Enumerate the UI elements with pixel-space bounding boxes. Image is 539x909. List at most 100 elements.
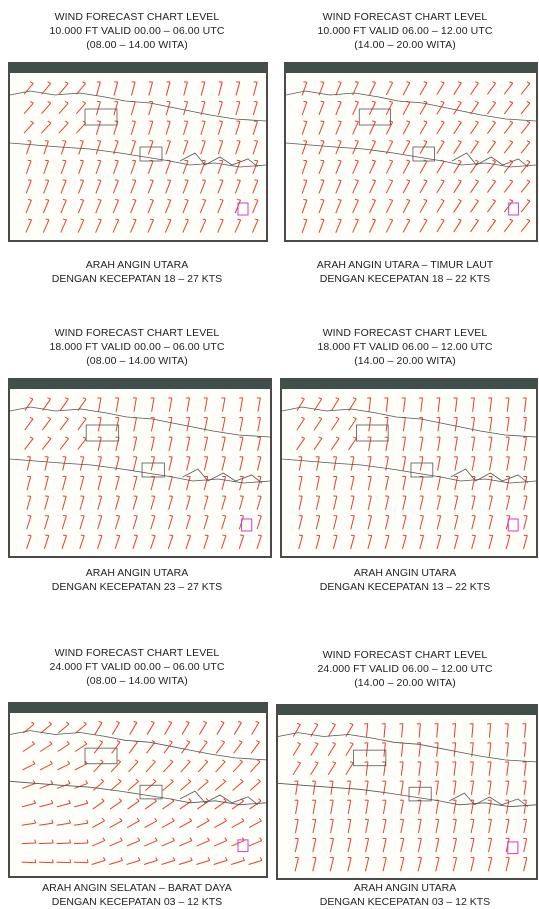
wind-barb [257, 417, 262, 432]
wind-barb [165, 81, 171, 96]
wind-barb [61, 515, 67, 530]
wind-barb [217, 140, 224, 155]
wind-barb [256, 535, 262, 549]
wind-barb [25, 219, 32, 233]
wind-barb [301, 140, 308, 155]
wind-barb [252, 199, 259, 214]
wind-barb [133, 417, 138, 432]
wind-barb [520, 141, 531, 154]
wind-barb [367, 515, 373, 530]
wind-barb [24, 438, 34, 450]
wind-barb [97, 437, 102, 452]
wind-barb [295, 780, 299, 795]
wind-barb [165, 121, 171, 135]
coastline [10, 90, 266, 122]
wind-barb-flag [171, 817, 175, 822]
wind-barb [333, 496, 338, 510]
wind-barb [182, 219, 189, 233]
wind-barb-flag [492, 140, 496, 143]
wind-barb-flag [509, 120, 513, 123]
wind-barb [250, 741, 260, 754]
wind-barb [347, 780, 352, 795]
wind-barb [145, 761, 156, 773]
wind-barb [436, 82, 445, 96]
wind-barb-flag [206, 817, 210, 822]
wind-barb [22, 763, 36, 771]
wind-barb [221, 535, 227, 549]
wind-barb-flag [115, 720, 120, 724]
wind-barb [59, 398, 69, 411]
wind-barb [112, 160, 119, 175]
wind-barb-flag [440, 120, 445, 123]
wind-barb [200, 121, 206, 135]
wind-barb [488, 838, 493, 853]
wind-barb [454, 496, 459, 510]
wind-barb [178, 859, 193, 865]
wind-barb-flag [352, 397, 357, 400]
wind-barb [436, 200, 445, 213]
wind-barb-flag [29, 416, 34, 420]
wind-barb-flag [320, 81, 325, 83]
wind-barb-flag [457, 198, 462, 202]
wind-barb-flag [354, 198, 359, 201]
wind-barb [345, 743, 354, 756]
wind-barb-flag [475, 198, 479, 202]
wind-barb [97, 417, 102, 432]
wind-barb-flag [185, 720, 190, 724]
wind-barb [114, 535, 121, 549]
wind-barb-flag [188, 798, 192, 802]
wind-barb [417, 819, 422, 834]
wind-barb-flag [318, 397, 322, 400]
island-outline [451, 152, 529, 168]
chart-title: WIND FORECAST CHART LEVEL 24.000 FT VALI… [2, 646, 272, 688]
wind-barb-flag [354, 100, 359, 103]
wind-barb [486, 200, 497, 213]
wind-barb-flag [30, 101, 34, 104]
wind-barb-flag [337, 140, 342, 142]
wind-barb [471, 437, 476, 452]
wind-barb [506, 397, 510, 412]
wind-barb-map [10, 720, 266, 865]
wind-barb-flag [240, 778, 244, 782]
wind-barb [95, 219, 102, 233]
wind-barb [232, 761, 243, 773]
wind-barb-flag [120, 857, 123, 861]
wind-barb-flag [320, 140, 325, 142]
wind-barb-flag [258, 798, 262, 802]
wind-barb [329, 838, 334, 853]
wind-barb [200, 140, 206, 155]
wind-barb [435, 819, 440, 834]
wind-barb-flag [509, 179, 513, 182]
wind-barb [150, 515, 156, 530]
wind-barb [111, 722, 120, 735]
wind-barb-flag [31, 741, 35, 745]
wind-barb [128, 761, 139, 773]
coastline [10, 142, 266, 168]
wind-barb [520, 83, 531, 95]
wind-barb [150, 456, 156, 471]
wind-barb [505, 857, 510, 872]
wind-barb [312, 780, 316, 795]
wind-barb [186, 437, 191, 452]
wind-barb-flag [48, 721, 52, 725]
wind-barb-flag [65, 416, 69, 420]
wind-barb-flag [423, 179, 428, 182]
wind-barb [148, 81, 154, 96]
wind-barb [503, 141, 514, 154]
wind-barb [402, 417, 406, 432]
wind-barb-flag [150, 720, 155, 724]
wind-barb [453, 82, 462, 95]
wind-barb-flag [134, 759, 139, 763]
wind-barb [221, 397, 226, 412]
chart-title-line: WIND FORECAST CHART LEVEL [322, 11, 488, 23]
wind-barb [505, 496, 511, 510]
wind-barb [144, 800, 157, 810]
wind-barb [419, 535, 425, 550]
wind-barb [256, 515, 262, 530]
wind-barb [352, 180, 359, 194]
wind-barb [350, 456, 355, 471]
wind-barb [132, 456, 138, 471]
wind-barb-flag [406, 218, 410, 221]
wind-barb [385, 219, 394, 233]
wind-barb [385, 397, 389, 412]
